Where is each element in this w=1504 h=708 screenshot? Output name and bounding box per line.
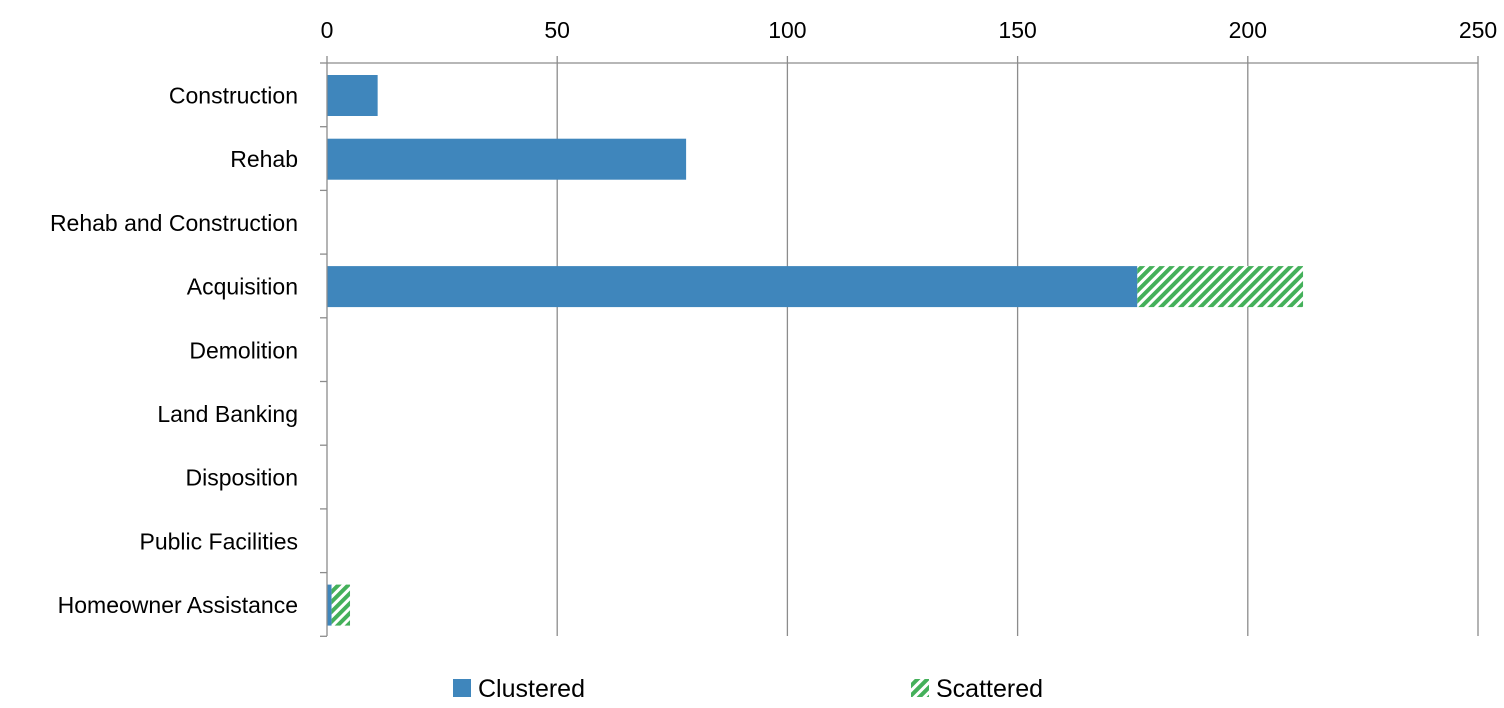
bar-clustered-rehab [327, 138, 687, 180]
category-label-public-facilities: Public Facilities [140, 528, 299, 554]
category-label-land-banking: Land Banking [157, 401, 298, 427]
legend-label-scattered: Scattered [936, 675, 1043, 703]
category-label-rehab-and-construction: Rehab and Construction [50, 210, 298, 236]
labels: 0 50 100 150 200 250 Construction Rehab Rehab an… [50, 17, 1497, 618]
x-tick-label-100: 100 [768, 17, 806, 43]
bars [327, 75, 1304, 626]
category-label-homeowner-assistance: Homeowner Assistance [58, 592, 298, 618]
legend-swatch-scattered [911, 679, 929, 697]
bar-clustered-construction [327, 75, 378, 116]
bar-scattered-homeowner-assistance [331, 584, 351, 626]
x-tick-label-200: 200 [1229, 17, 1267, 43]
bar-clustered-acquisition [327, 266, 1138, 308]
category-label-demolition: Demolition [189, 337, 298, 363]
legend-swatch-clustered [453, 679, 471, 697]
bar-scattered-acquisition [1137, 266, 1304, 308]
bar-clustered-homeowner-assistance [327, 584, 332, 626]
x-tick-label-250: 250 [1459, 17, 1497, 43]
legend-label-clustered: Clustered [478, 675, 585, 703]
x-tick-label-50: 50 [544, 17, 570, 43]
category-label-rehab: Rehab [230, 146, 298, 172]
legend: Clustered Scattered [453, 675, 1043, 703]
category-label-acquisition: Acquisition [187, 274, 298, 300]
x-tick-label-0: 0 [321, 17, 334, 43]
x-tick-label-150: 150 [998, 17, 1036, 43]
axes [320, 56, 1479, 637]
category-label-construction: Construction [169, 83, 298, 109]
gridlines [556, 63, 1479, 636]
category-label-disposition: Disposition [186, 465, 299, 491]
